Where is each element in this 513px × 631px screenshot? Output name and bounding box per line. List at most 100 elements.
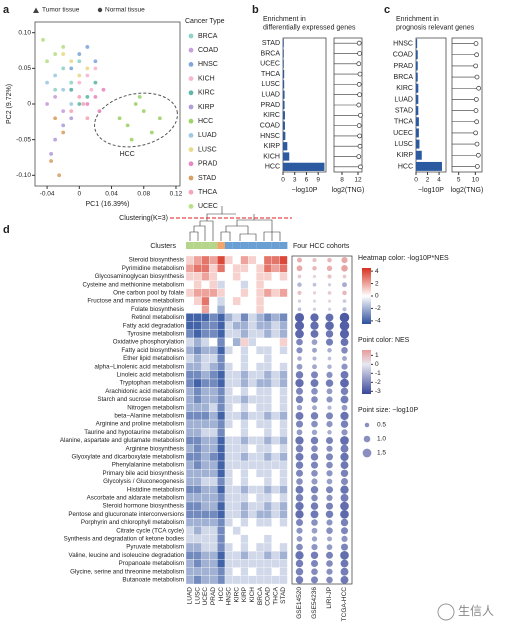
dot bbox=[325, 486, 334, 494]
dot bbox=[312, 258, 317, 263]
heatmap-cell bbox=[271, 485, 280, 494]
heatmap-cell bbox=[256, 534, 265, 544]
dot bbox=[340, 527, 349, 535]
point bbox=[53, 73, 58, 78]
heatmap-cell bbox=[240, 329, 249, 339]
heatmap-cell bbox=[263, 354, 272, 363]
heatmap-cell bbox=[240, 403, 249, 412]
dot bbox=[326, 576, 333, 584]
point bbox=[137, 94, 142, 99]
heatmap-cell bbox=[224, 354, 233, 363]
heatmap-cell bbox=[232, 428, 241, 437]
heatmap-cell bbox=[263, 477, 272, 486]
heatmap-cell bbox=[224, 428, 233, 437]
legend-label: PRAD bbox=[198, 161, 217, 168]
dot bbox=[296, 265, 303, 272]
heatmap-cell bbox=[279, 559, 288, 568]
column-label: HCC bbox=[218, 587, 225, 601]
dot bbox=[311, 470, 318, 477]
row-label: Taurine and hypotaurine metabolism bbox=[84, 429, 184, 436]
heatmap-cell bbox=[201, 501, 210, 511]
heatmap-cell bbox=[209, 419, 218, 429]
heatmap-cell bbox=[240, 387, 249, 396]
category-label: STAD bbox=[395, 107, 413, 114]
heatmap-cell bbox=[279, 436, 288, 445]
point bbox=[77, 73, 82, 78]
heatmap-cell bbox=[263, 551, 272, 560]
dot bbox=[311, 396, 318, 403]
dot bbox=[340, 575, 349, 584]
heatmap-cell bbox=[201, 387, 210, 396]
x-tick-label: 2 bbox=[426, 177, 430, 184]
heatmap-cell bbox=[209, 288, 218, 298]
lollipop-dot bbox=[357, 71, 363, 77]
heatmap-cell bbox=[248, 354, 257, 363]
heatmap-cell bbox=[193, 551, 202, 560]
heatmap-cell bbox=[263, 272, 272, 281]
heatmap-cell bbox=[193, 469, 202, 478]
dot bbox=[340, 461, 349, 470]
heatmap-cell bbox=[193, 354, 202, 363]
heatmap-cell bbox=[248, 362, 257, 371]
point bbox=[85, 116, 90, 121]
heatmap-cell bbox=[232, 255, 241, 265]
heatmap-cell bbox=[185, 354, 194, 363]
row-label: Nitrogen metabolism bbox=[127, 404, 184, 411]
heatmap-cell bbox=[209, 296, 218, 306]
heatmap-cell bbox=[263, 411, 272, 421]
heatmap-cell bbox=[263, 493, 272, 503]
heatmap-cell bbox=[224, 526, 233, 535]
heatmap-cell bbox=[185, 469, 194, 478]
heatmap-cell bbox=[232, 575, 241, 585]
dot bbox=[326, 519, 333, 526]
heatmap-cell bbox=[248, 444, 257, 453]
heatmap-cell bbox=[193, 272, 202, 281]
heatmap-cell bbox=[248, 296, 257, 306]
heatmap-cell bbox=[224, 559, 233, 568]
point bbox=[85, 45, 90, 49]
heatmap-cell bbox=[185, 518, 194, 527]
heatmap-cell bbox=[271, 567, 280, 576]
heatmap-cell bbox=[279, 452, 288, 462]
heatmap-cell bbox=[248, 403, 257, 412]
heatmap-cell bbox=[217, 305, 226, 314]
heatmap-cell bbox=[256, 460, 265, 470]
legend-swatch bbox=[188, 204, 194, 209]
heatmap-cell bbox=[209, 272, 218, 281]
dot bbox=[295, 576, 304, 584]
column-label: PRAD bbox=[210, 587, 217, 605]
size-legend-title: Point size: −log10P bbox=[358, 407, 418, 414]
heatmap-cell bbox=[240, 452, 249, 462]
lollipop-dot bbox=[357, 51, 362, 56]
dot bbox=[295, 510, 304, 519]
heatmap-cell bbox=[209, 411, 218, 421]
heatmap-cell bbox=[201, 510, 210, 519]
dot bbox=[297, 274, 302, 279]
heatmap-cell bbox=[232, 551, 241, 560]
heatmap-cell bbox=[217, 518, 226, 527]
heatmap-cell bbox=[224, 485, 233, 494]
heatmap-cell bbox=[217, 501, 226, 511]
heatmap-cell bbox=[209, 264, 218, 273]
heatmap-cell bbox=[271, 395, 280, 404]
heatmap-cell bbox=[263, 288, 272, 298]
heatmap-cell bbox=[232, 485, 241, 494]
heatmap-cell bbox=[271, 534, 280, 544]
heatmap-cell bbox=[248, 526, 257, 535]
cluster-cell bbox=[209, 242, 218, 249]
dot bbox=[295, 420, 304, 428]
x-axis-label: PC1 (16.39%) bbox=[86, 201, 130, 208]
dot bbox=[295, 559, 304, 568]
heatmap-cell bbox=[193, 460, 202, 470]
heatmap-cell bbox=[201, 575, 210, 585]
heatmap-cell bbox=[240, 378, 249, 388]
heatmap-cell bbox=[232, 518, 241, 527]
x-tick-label: 0 bbox=[414, 177, 418, 184]
heatmap-cell bbox=[201, 526, 210, 535]
dot bbox=[326, 461, 333, 469]
heatmap-cell bbox=[256, 321, 265, 330]
x-tick-label: 12 bbox=[354, 177, 362, 184]
heatmap-cell bbox=[248, 411, 257, 421]
heatmap-cell bbox=[232, 387, 241, 396]
heatmap-cell bbox=[217, 526, 226, 535]
